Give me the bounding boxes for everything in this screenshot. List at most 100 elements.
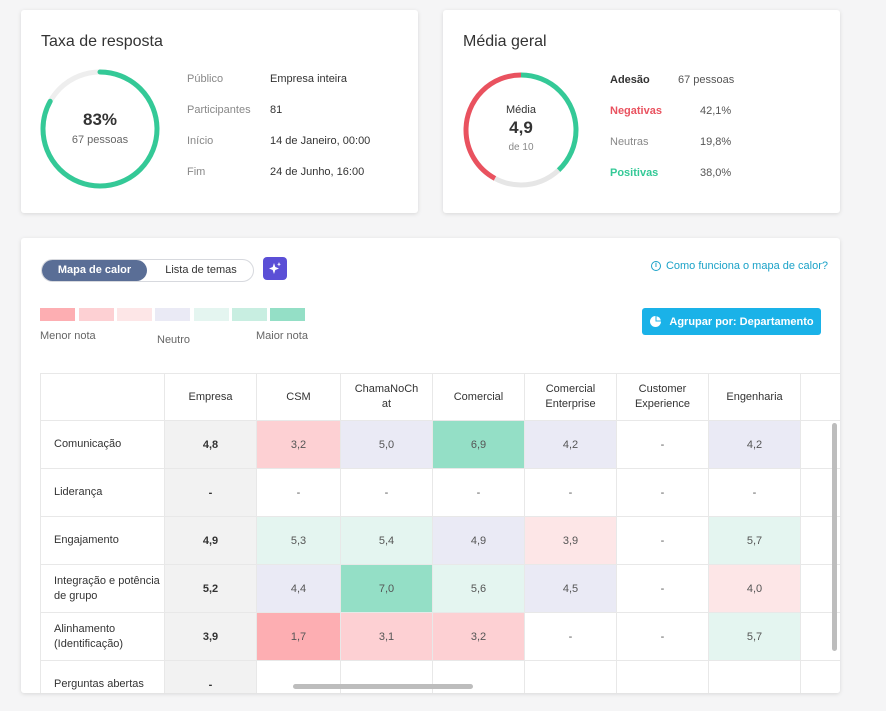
column-header[interactable]: Gr <box>801 373 840 421</box>
horizontal-scrollbar[interactable] <box>293 684 473 689</box>
company-score-cell[interactable]: 3,9 <box>165 613 257 661</box>
legend-swatch <box>194 308 229 321</box>
column-header[interactable]: Empresa <box>165 373 257 421</box>
legend-swatch <box>117 308 152 321</box>
response-info-key: Início <box>187 135 214 147</box>
heatmap-cell[interactable]: - <box>617 613 709 661</box>
table-corner <box>40 373 165 421</box>
heatmap-cell[interactable]: 4,0 <box>709 565 801 613</box>
average-arc-negativas <box>463 72 579 188</box>
heatmap-cell[interactable] <box>525 661 617 693</box>
column-header[interactable]: Comercial Enterprise <box>525 373 617 421</box>
response-percent: 83% <box>82 110 118 129</box>
tab-heatmap[interactable]: Mapa de calor <box>42 260 147 281</box>
legend-swatch <box>270 308 305 321</box>
response-info-value: 14 de Janeiro, 00:00 <box>270 135 371 147</box>
average-donut <box>463 72 579 188</box>
average-scale: de 10 <box>508 142 534 153</box>
heatmap-cell[interactable]: - <box>617 565 709 613</box>
response-rate-arc <box>40 69 160 189</box>
adhesion-label: Adesão <box>610 74 650 86</box>
heatmap-cell[interactable]: 4,9 <box>433 517 525 565</box>
row-label: Liderança <box>40 469 165 517</box>
row-label: Integração e potência de grupo <box>40 565 165 613</box>
row-label: Comunicação <box>40 421 165 469</box>
ai-sparkle-button[interactable] <box>263 257 287 280</box>
heatmap-cell[interactable]: 3,1 <box>341 613 433 661</box>
average-card: Média geral Média 4,9 de 10 Adesão 67 pe… <box>443 10 840 213</box>
response-rate-title: Taxa de resposta <box>41 33 163 50</box>
heatmap-cell[interactable]: 5,7 <box>709 517 801 565</box>
heatmap-cell[interactable]: 5,0 <box>341 421 433 469</box>
heatmap-cell[interactable]: - <box>341 469 433 517</box>
heatmap-cell[interactable]: - <box>617 421 709 469</box>
sentiment-value: 42,1% <box>700 105 732 117</box>
company-score-cell[interactable]: - <box>165 661 257 693</box>
heatmap-cell[interactable]: 5,4 <box>341 517 433 565</box>
legend-swatch <box>79 308 114 321</box>
legend-swatch <box>40 308 75 321</box>
heatmap-cell[interactable]: - <box>525 469 617 517</box>
sentiment-label: Positivas <box>610 167 659 179</box>
column-header[interactable]: Customer Experience <box>617 373 709 421</box>
sentiment-label: Neutras <box>610 136 649 148</box>
legend-high-label: Maior nota <box>256 330 308 342</box>
heatmap-cell[interactable]: - <box>617 517 709 565</box>
company-score-cell[interactable]: 5,2 <box>165 565 257 613</box>
heatmap-cell[interactable]: 3,9 <box>525 517 617 565</box>
sentiment-value: 19,8% <box>700 136 732 148</box>
response-info-value: 81 <box>270 104 283 116</box>
legend-neutral-label: Neutro <box>157 334 191 346</box>
heatmap-cell[interactable]: 4,5 <box>525 565 617 613</box>
sentiment-label: Negativas <box>610 105 662 117</box>
pie-chart-icon <box>650 315 662 327</box>
heatmap-cell[interactable]: 3,2 <box>433 613 525 661</box>
column-header[interactable]: Comercial <box>433 373 525 421</box>
heatmap-cell[interactable]: - <box>709 469 801 517</box>
heatmap-cell[interactable]: 7,0 <box>341 565 433 613</box>
average-arc-neutras <box>463 72 579 188</box>
column-header[interactable]: CSM <box>257 373 341 421</box>
response-rate-card: Taxa de resposta 83% 67 pessoas Público E… <box>21 10 418 213</box>
heatmap-cell[interactable]: 4,2 <box>709 421 801 469</box>
heatmap-cell[interactable] <box>617 661 709 693</box>
heatmap-cell[interactable]: 1,7 <box>257 613 341 661</box>
heatmap-help-link[interactable]: i Como funciona o mapa de calor? <box>650 260 828 272</box>
heatmap-cell[interactable]: 6,9 <box>433 421 525 469</box>
heatmap-cell[interactable]: 5,6 <box>433 565 525 613</box>
heatmap-cell[interactable]: 5,3 <box>257 517 341 565</box>
heatmap-cell[interactable]: 4,4 <box>257 565 341 613</box>
row-label: Engajamento <box>40 517 165 565</box>
company-score-cell[interactable]: - <box>165 469 257 517</box>
company-score-cell[interactable]: 4,8 <box>165 421 257 469</box>
response-rate-donut <box>40 69 160 189</box>
heatmap-cell[interactable]: 3,2 <box>257 421 341 469</box>
average-score: 4,9 <box>509 118 533 137</box>
sparkle-icon <box>269 262 281 274</box>
heatmap-table: Empresa CSM ChamaNoCh at Comercial Comercial… <box>40 373 840 693</box>
heatmap-cell[interactable] <box>709 661 801 693</box>
info-icon: i <box>650 261 661 271</box>
company-score-cell[interactable]: 4,9 <box>165 517 257 565</box>
response-info-value: Empresa inteira <box>270 73 348 85</box>
heatmap-cell[interactable]: - <box>433 469 525 517</box>
column-header[interactable]: ChamaNoCh at <box>341 373 433 421</box>
heatmap-cell[interactable]: 5,7 <box>709 613 801 661</box>
heatmap-cell[interactable] <box>801 661 840 693</box>
heatmap-cell[interactable]: - <box>257 469 341 517</box>
response-info-value: 24 de Junho, 16:00 <box>270 166 365 178</box>
heatmap-help-text: Como funciona o mapa de calor? <box>665 260 828 272</box>
row-label: Perguntas abertas <box>40 661 165 693</box>
heatmap-cell[interactable]: 4,2 <box>525 421 617 469</box>
legend-swatch <box>155 308 190 321</box>
sentiment-value: 38,0% <box>700 167 732 179</box>
tab-themes-list[interactable]: Lista de temas <box>165 264 237 276</box>
legend-swatch <box>232 308 267 321</box>
group-by-button[interactable]: Agrupar por: Departamento <box>642 308 821 335</box>
row-label: Alinhamento (Identificação) <box>40 613 165 661</box>
heatmap-cell[interactable]: - <box>617 469 709 517</box>
heatmap-cell[interactable]: - <box>525 613 617 661</box>
column-header[interactable]: Engenharia <box>709 373 801 421</box>
vertical-scrollbar[interactable] <box>832 423 837 651</box>
adhesion-value: 67 pessoas <box>678 74 735 86</box>
